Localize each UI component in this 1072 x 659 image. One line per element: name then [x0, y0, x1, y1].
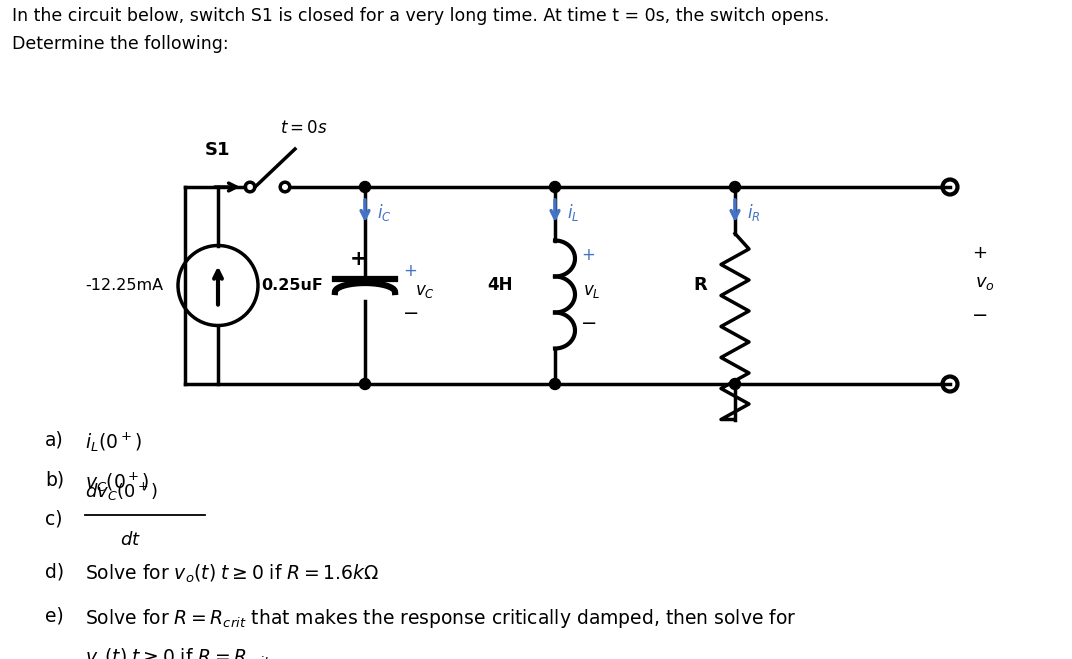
Circle shape: [730, 181, 741, 192]
Text: $dt$: $dt$: [120, 531, 142, 549]
Text: $v_C$: $v_C$: [415, 281, 435, 299]
Circle shape: [359, 378, 371, 389]
Circle shape: [550, 378, 561, 389]
Circle shape: [359, 181, 371, 192]
Text: Solve for $R = R_{crit}$ that makes the response critically damped, then solve f: Solve for $R = R_{crit}$ that makes the …: [85, 607, 796, 630]
Text: $t = 0s$: $t = 0s$: [280, 119, 328, 137]
Text: Solve for $v_o(t)\; t \geq 0$ if $R = 1.6k\Omega$: Solve for $v_o(t)\; t \geq 0$ if $R = 1.…: [85, 563, 379, 585]
Circle shape: [550, 181, 561, 192]
Text: 0.25uF: 0.25uF: [262, 278, 323, 293]
Text: −: −: [403, 304, 419, 323]
Text: S1: S1: [205, 141, 230, 159]
Text: $i_L$: $i_L$: [567, 202, 579, 223]
Circle shape: [730, 378, 741, 389]
Text: e): e): [45, 607, 63, 626]
Text: -12.25mA: -12.25mA: [85, 278, 163, 293]
Text: $dv_C(0^+)$: $dv_C(0^+)$: [85, 480, 159, 503]
Text: $i_R$: $i_R$: [747, 202, 761, 223]
Text: Determine the following:: Determine the following:: [12, 35, 228, 53]
Text: +: +: [581, 246, 595, 264]
Text: $i_L(0^+)$: $i_L(0^+)$: [85, 431, 142, 455]
Text: $v_o$: $v_o$: [976, 275, 995, 293]
Text: 4H: 4H: [488, 277, 513, 295]
Text: $v_o(t)\; t \geq 0$ if $R = R_{crit}$.: $v_o(t)\; t \geq 0$ if $R = R_{crit}$.: [85, 647, 274, 659]
Text: −: −: [581, 314, 597, 333]
Text: −: −: [972, 306, 988, 325]
Text: c): c): [45, 509, 62, 529]
Text: a): a): [45, 431, 63, 450]
Text: +: +: [403, 262, 417, 279]
Text: +: +: [351, 249, 368, 269]
Text: b): b): [45, 471, 64, 490]
Text: +: +: [972, 244, 987, 262]
Text: In the circuit below, switch S1 is closed for a very long time. At time t = 0s, : In the circuit below, switch S1 is close…: [12, 7, 830, 25]
Text: $v_C(0^+)$: $v_C(0^+)$: [85, 471, 150, 494]
Text: R: R: [694, 277, 708, 295]
Text: $i_C$: $i_C$: [377, 202, 391, 223]
Text: d): d): [45, 563, 64, 582]
Text: $v_L$: $v_L$: [583, 283, 600, 301]
